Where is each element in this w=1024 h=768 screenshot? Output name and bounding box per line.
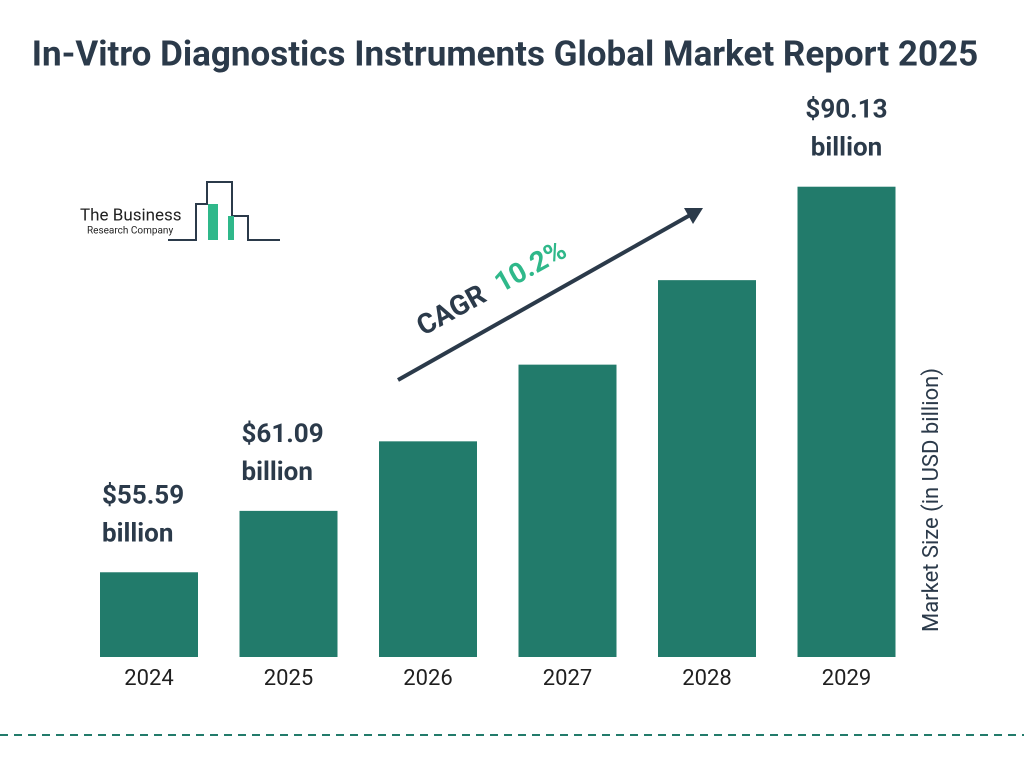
- logo-text: The Business: [80, 205, 182, 225]
- bar: [797, 186, 896, 658]
- x-tick-label: 2026: [403, 666, 452, 691]
- bar: [239, 510, 338, 657]
- cagr: CAGR 10.2%: [397, 208, 703, 382]
- x-tick-label: 2028: [682, 666, 731, 691]
- chart-title: In-Vitro Diagnostics Instruments Global …: [32, 33, 978, 74]
- value-label: $61.09 billion: [242, 419, 324, 487]
- bar: [100, 572, 198, 657]
- value-label: $90.13 billion: [805, 95, 887, 163]
- bar: [658, 280, 756, 657]
- logo: The Business Research Company: [80, 181, 280, 241]
- y-axis-label: Market Size (in USD billion): [919, 368, 944, 632]
- x-tick-label: 2029: [822, 666, 871, 691]
- x-tick-label: 2027: [543, 666, 592, 691]
- bar: [379, 441, 477, 657]
- value-label: $55.59 billion: [102, 480, 184, 548]
- x-tick-label: 2024: [124, 666, 173, 691]
- logo-subtext: Research Company: [87, 226, 173, 237]
- bar: [518, 364, 617, 657]
- x-tick-label: 2025: [264, 666, 313, 691]
